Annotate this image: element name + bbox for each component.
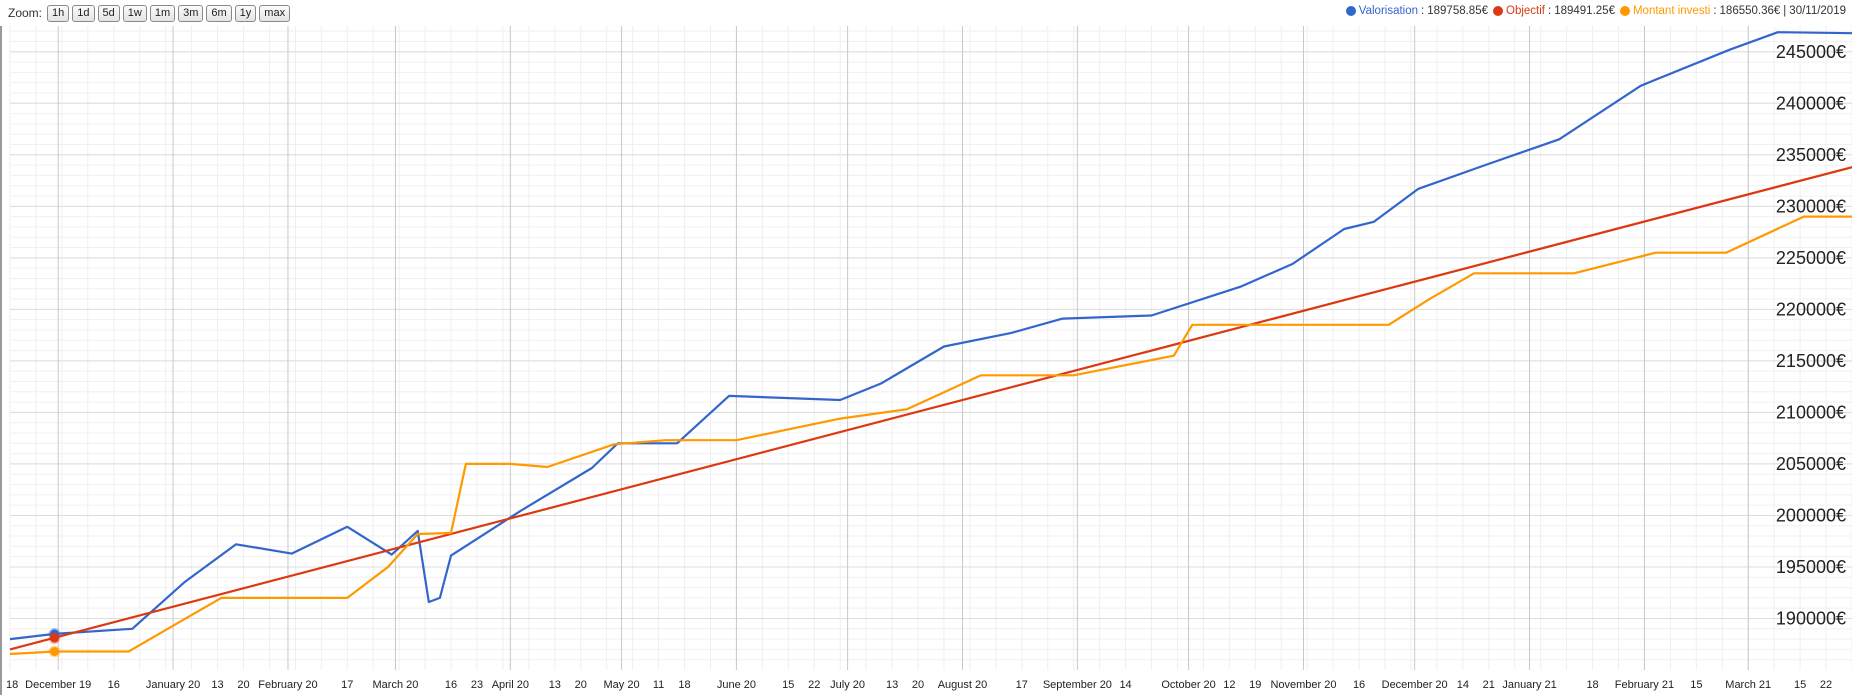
legend-dot-icon — [1345, 6, 1356, 16]
x-tick-label: December 19 — [25, 679, 91, 691]
x-tick-label: 18 — [6, 679, 18, 691]
x-tick-label: October 20 — [1161, 679, 1215, 691]
x-tick-label: 13 — [211, 679, 223, 691]
y-tick-label: 210000€ — [1776, 402, 1846, 422]
y-tick-label: 225000€ — [1776, 248, 1846, 268]
x-tick-label: 17 — [341, 679, 353, 691]
x-tick-label: 11 — [653, 679, 664, 691]
legend-value: 186550.36€ — [1719, 5, 1781, 17]
series-line-objectif[interactable] — [9, 166, 1852, 651]
hover-marker-objectif — [48, 632, 61, 645]
x-tick-label: 14 — [1119, 679, 1131, 691]
x-tick-label: 22 — [1820, 679, 1832, 691]
zoom-6m-button[interactable]: 6m — [206, 4, 232, 22]
grid-layer — [9, 26, 1852, 670]
legend-name: Montant investi — [1632, 5, 1711, 17]
x-tick-label: December 20 — [1382, 679, 1448, 691]
x-tick-label: March 21 — [1725, 679, 1771, 691]
axis-layer: 190000€ 195000€ 200000€ 205000€ 210000€ 21500… — [0, 26, 1846, 695]
zoom-max-button[interactable]: max — [259, 4, 291, 22]
x-tick-label: April 20 — [492, 679, 529, 691]
x-tick-label: February 21 — [1615, 679, 1674, 691]
x-tick-label: November 20 — [1270, 679, 1336, 691]
x-tick-label: January 20 — [146, 679, 200, 691]
zoom-bar: Zoom: 1h 1d 5d 1w 1m 3m 6m 1y max — [8, 4, 291, 22]
series-line-valorisation[interactable] — [9, 31, 1852, 641]
legend-item-objectif[interactable]: Objectif : 189491.25€ — [1488, 5, 1615, 17]
legend-date: 30/11/2019 — [1789, 5, 1846, 17]
x-tick-label: 20 — [912, 679, 924, 691]
x-tick-label: 15 — [1794, 679, 1806, 691]
x-tick-label: 12 — [1223, 679, 1235, 691]
x-tick-label: 18 — [678, 679, 690, 691]
y-tick-label: 190000€ — [1776, 608, 1846, 628]
x-tick-label: 22 — [808, 679, 820, 691]
legend-dot-icon — [1493, 6, 1503, 16]
x-tick-label: 14 — [1457, 679, 1469, 691]
x-tick-label: January 21 — [1502, 679, 1556, 691]
y-tick-label: 205000€ — [1776, 454, 1846, 474]
x-tick-label: 20 — [575, 679, 587, 691]
zoom-5d-button[interactable]: 5d — [97, 4, 120, 22]
x-tick-label: 20 — [237, 679, 249, 691]
marker-layer — [48, 627, 61, 658]
series-line-montant-investi[interactable] — [9, 215, 1852, 656]
zoom-1h-button[interactable]: 1h — [47, 4, 70, 22]
x-tick-label: May 20 — [603, 679, 639, 691]
x-tick-label: August 20 — [938, 679, 988, 691]
x-tick-label: 15 — [782, 679, 794, 691]
x-tick-label: 21 — [1483, 679, 1495, 691]
x-tick-label: March 20 — [373, 679, 419, 691]
x-tick-label: 16 — [1353, 679, 1365, 691]
zoom-1d-button[interactable]: 1d — [72, 4, 95, 22]
x-tick-label: June 20 — [717, 679, 756, 691]
x-tick-label: 13 — [549, 679, 561, 691]
chart-legend: Valorisation : 189758.85€ Objectif : 189… — [1341, 5, 1846, 17]
legend-value: 189491.25€ — [1554, 5, 1615, 17]
x-tick-label: 16 — [445, 679, 457, 691]
zoom-1w-button[interactable]: 1w — [122, 4, 147, 22]
zoom-label: Zoom: — [8, 6, 43, 20]
x-tick-label: 17 — [1016, 679, 1028, 691]
x-tick-label: February 20 — [258, 679, 317, 691]
zoom-1y-button[interactable]: 1y — [234, 4, 257, 22]
hover-marker-montant-investi — [48, 645, 61, 658]
y-tick-label: 235000€ — [1776, 145, 1846, 165]
x-tick-label: September 20 — [1043, 679, 1112, 691]
x-tick-label: 23 — [471, 679, 483, 691]
x-tick-label: 13 — [886, 679, 898, 691]
x-tick-label: 15 — [1690, 679, 1702, 691]
y-tick-label: 200000€ — [1776, 505, 1846, 525]
zoom-1m-button[interactable]: 1m — [149, 4, 176, 22]
legend-item-montant-investi[interactable]: Montant investi : 186550.36€ — [1615, 5, 1780, 17]
y-tick-label: 240000€ — [1776, 93, 1846, 113]
legend-dot-icon — [1619, 6, 1630, 16]
y-tick-label: 245000€ — [1776, 42, 1846, 62]
x-tick-label: 16 — [108, 679, 120, 691]
legend-value: 189758.85€ — [1427, 5, 1488, 17]
series-layer — [9, 31, 1852, 656]
legend-item-valorisation[interactable]: Valorisation : 189758.85€ — [1341, 5, 1488, 17]
x-tick-label: 19 — [1249, 679, 1261, 691]
x-tick-label: 18 — [1586, 679, 1598, 691]
y-tick-label: 230000€ — [1776, 196, 1846, 216]
zoom-3m-button[interactable]: 3m — [178, 4, 204, 22]
legend-name: Valorisation — [1358, 5, 1419, 17]
x-tick-label: July 20 — [830, 679, 865, 691]
legend-name: Objectif — [1506, 5, 1545, 17]
y-tick-label: 220000€ — [1776, 299, 1846, 319]
y-tick-label: 215000€ — [1776, 351, 1846, 371]
y-tick-label: 195000€ — [1776, 557, 1846, 577]
